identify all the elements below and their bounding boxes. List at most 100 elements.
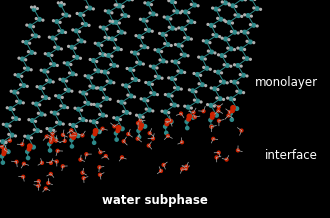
Circle shape — [127, 94, 129, 96]
Circle shape — [101, 127, 104, 130]
Circle shape — [148, 108, 151, 112]
Circle shape — [192, 111, 195, 114]
Text: interface: interface — [265, 148, 318, 162]
Circle shape — [117, 31, 119, 32]
Circle shape — [114, 4, 116, 6]
Circle shape — [149, 65, 151, 67]
Circle shape — [77, 39, 79, 41]
Circle shape — [240, 129, 243, 132]
Circle shape — [116, 22, 117, 24]
Circle shape — [99, 151, 102, 154]
Circle shape — [54, 46, 56, 48]
Circle shape — [43, 69, 46, 73]
Circle shape — [128, 15, 130, 17]
Circle shape — [99, 53, 101, 54]
Circle shape — [22, 102, 24, 104]
Circle shape — [246, 75, 248, 77]
Circle shape — [55, 20, 59, 23]
Circle shape — [180, 12, 182, 14]
Circle shape — [218, 97, 222, 100]
Circle shape — [260, 9, 261, 10]
Circle shape — [143, 63, 144, 65]
Circle shape — [146, 20, 148, 22]
Circle shape — [191, 89, 194, 93]
Circle shape — [120, 100, 123, 104]
Circle shape — [72, 136, 75, 139]
Circle shape — [240, 0, 244, 1]
Circle shape — [166, 43, 170, 46]
Circle shape — [47, 71, 49, 73]
Circle shape — [221, 37, 223, 39]
Circle shape — [160, 170, 162, 172]
Circle shape — [184, 10, 187, 14]
Circle shape — [154, 49, 156, 51]
Circle shape — [149, 12, 151, 14]
Circle shape — [134, 78, 137, 81]
Circle shape — [245, 0, 246, 1]
Circle shape — [104, 89, 105, 90]
Circle shape — [241, 15, 243, 17]
Circle shape — [27, 147, 31, 151]
Circle shape — [246, 14, 250, 17]
Circle shape — [227, 20, 231, 24]
Circle shape — [166, 61, 168, 63]
Circle shape — [96, 61, 98, 62]
Circle shape — [111, 39, 113, 40]
Circle shape — [101, 70, 102, 72]
Circle shape — [156, 49, 160, 53]
Circle shape — [72, 124, 75, 127]
Circle shape — [164, 125, 167, 128]
Circle shape — [55, 95, 56, 97]
Circle shape — [34, 34, 38, 38]
Circle shape — [147, 47, 149, 49]
Circle shape — [136, 137, 139, 140]
Circle shape — [94, 69, 96, 71]
Circle shape — [180, 112, 182, 115]
Circle shape — [107, 54, 110, 57]
Circle shape — [44, 187, 47, 190]
Circle shape — [150, 4, 152, 5]
Circle shape — [73, 56, 75, 57]
Circle shape — [212, 137, 215, 140]
Circle shape — [93, 132, 97, 136]
Circle shape — [114, 47, 116, 49]
Circle shape — [49, 128, 52, 131]
Circle shape — [143, 45, 146, 49]
Circle shape — [253, 42, 255, 44]
Circle shape — [208, 50, 209, 52]
Circle shape — [57, 113, 59, 115]
Circle shape — [111, 37, 114, 41]
Circle shape — [69, 72, 70, 74]
Circle shape — [120, 156, 123, 159]
Circle shape — [2, 149, 7, 153]
Circle shape — [228, 4, 230, 6]
Circle shape — [197, 5, 199, 7]
Circle shape — [26, 85, 28, 87]
Circle shape — [131, 51, 132, 53]
Circle shape — [214, 34, 218, 37]
Circle shape — [152, 110, 154, 112]
Circle shape — [35, 102, 38, 106]
Circle shape — [175, 28, 177, 30]
Circle shape — [233, 80, 236, 84]
Circle shape — [231, 31, 232, 32]
Circle shape — [156, 67, 158, 69]
Circle shape — [63, 3, 65, 5]
Circle shape — [217, 109, 220, 112]
Circle shape — [85, 120, 87, 121]
Circle shape — [252, 24, 256, 27]
Circle shape — [217, 17, 218, 19]
Circle shape — [151, 30, 153, 32]
Circle shape — [205, 66, 209, 70]
Circle shape — [170, 0, 174, 3]
Circle shape — [13, 90, 16, 94]
Circle shape — [96, 69, 100, 73]
Circle shape — [186, 126, 189, 130]
Circle shape — [38, 112, 39, 114]
Circle shape — [219, 80, 221, 82]
Circle shape — [58, 30, 60, 32]
Circle shape — [109, 98, 111, 100]
Circle shape — [121, 14, 123, 16]
Circle shape — [225, 21, 227, 22]
Circle shape — [235, 5, 237, 7]
